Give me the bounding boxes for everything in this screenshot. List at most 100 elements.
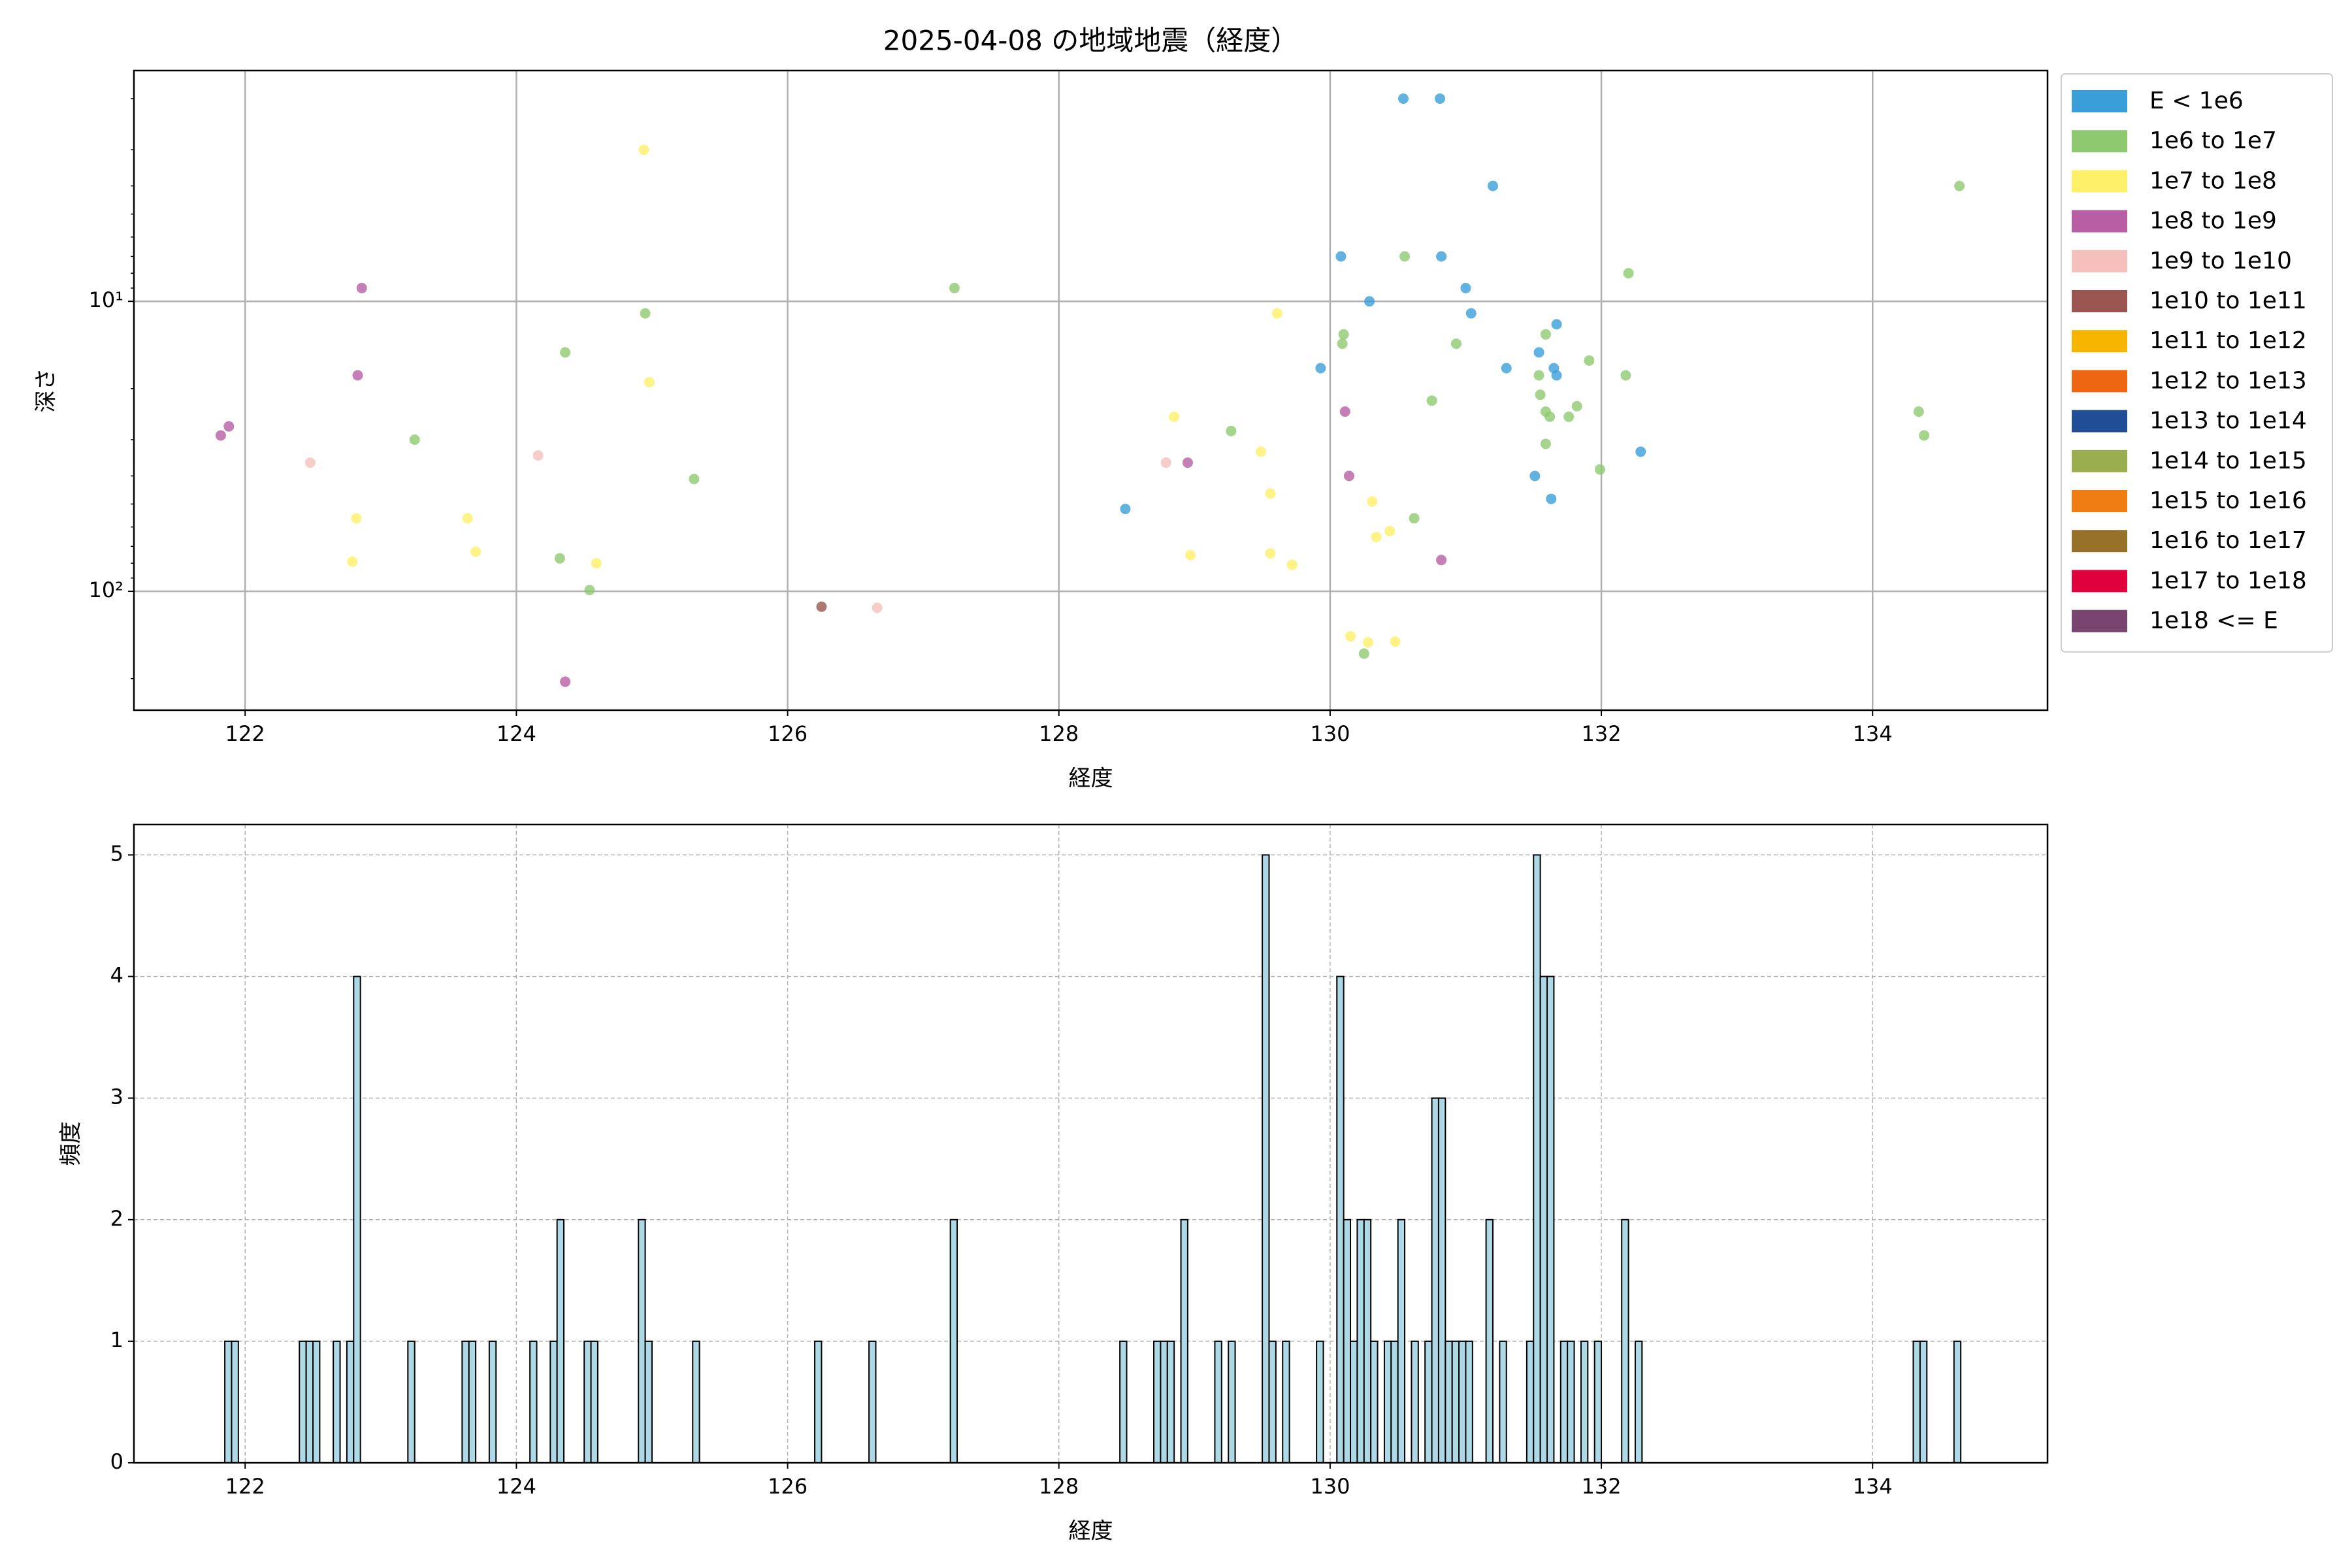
x-tick-label: 134 [1853,1474,1893,1499]
x-tick-label: 124 [497,721,536,746]
legend-swatch [2072,170,2127,193]
histogram-bar [1533,854,1541,1463]
histogram-bar [644,1340,653,1464]
histogram-bar [488,1340,497,1464]
scatter-point [1384,525,1396,536]
scatter-point [1487,180,1498,191]
histogram-bar [1567,1340,1575,1464]
histogram-bar [949,1218,958,1464]
legend-label: 1e7 to 1e8 [2149,167,2277,194]
legend-swatch [2072,290,2127,312]
scatter-point [1620,370,1631,381]
y-tick-label: 10¹ [88,287,123,312]
axes-frame [133,69,2049,711]
histogram-bar [1153,1340,1162,1464]
scatter-point [1345,631,1356,642]
y-tick-label: 4 [110,963,123,988]
histogram-bar [1282,1340,1290,1464]
scatter-point [1226,425,1237,436]
histogram-bar [1621,1218,1629,1464]
scatter-point [462,513,473,524]
scatter-point [1635,446,1646,457]
scatter-point [1367,496,1378,507]
scatter-point [215,430,226,441]
scatter-point [584,585,595,596]
histogram-bar [468,1340,477,1464]
histogram-bar [1458,1340,1467,1464]
x-tick-label: 126 [768,1474,808,1499]
scatter-point [560,676,571,687]
legend-label: 1e11 to 1e12 [2149,327,2307,354]
histogram-bar [1539,975,1548,1463]
histogram-bar [1424,1340,1433,1464]
histogram-bar [1336,975,1345,1463]
scatter-point [1409,513,1420,524]
scatter-point [1339,406,1350,417]
histogram-bar [1634,1340,1643,1464]
x-axis-label: 経度 [1069,1518,1113,1544]
histogram-bar [556,1218,565,1464]
legend-label: 1e14 to 1e15 [2149,448,2307,474]
scatter-point [1335,251,1347,262]
legend-label: 1e8 to 1e9 [2149,208,2277,235]
scatter-point [532,450,544,461]
histogram-bar [1370,1340,1379,1464]
y-axis-label: 深さ [33,368,59,413]
y-tick-label: 1 [110,1328,123,1352]
histogram-bar [814,1340,823,1464]
scatter-point [1450,338,1462,350]
histogram-bar [1411,1340,1419,1464]
legend-swatch [2072,90,2127,112]
histogram-bar [1383,1340,1392,1464]
scatter-point [638,144,649,155]
scatter-point [1540,329,1551,340]
histogram-bar [1268,1340,1277,1464]
histogram-bar [346,1340,355,1464]
histogram-bar [1160,1340,1168,1464]
x-tick-label: 128 [1039,1474,1079,1499]
histogram-bar [231,1340,239,1464]
scatter-point [1563,411,1575,422]
scatter-point [1399,251,1411,262]
histogram-bar [1350,1340,1358,1464]
scatter-point [949,282,960,293]
x-tick-label: 130 [1310,1474,1350,1499]
histogram-bar [1228,1340,1236,1464]
x-tick-label: 124 [497,1474,536,1499]
histogram-bar [1445,1340,1453,1464]
scatter-point [1185,549,1196,561]
histogram-bar [1546,975,1555,1463]
legend-label: 1e10 to 1e11 [2149,287,2307,314]
scatter-point [1286,559,1298,570]
scatter-point [1954,180,1965,191]
scatter-point [352,370,363,381]
histogram-bar [1119,1340,1128,1464]
histogram-bar [1919,1340,1928,1464]
scatter-point [1535,389,1546,400]
legend-swatch [2072,130,2127,153]
legend-swatch [2072,210,2127,233]
axes-frame [133,823,2049,1464]
scatter-point [689,474,700,485]
legend-label: 1e13 to 1e14 [2149,408,2307,434]
legend-swatch [2072,370,2127,393]
histogram-bar [353,975,361,1463]
histogram-bar [1166,1340,1175,1464]
scatter-point [1120,504,1131,515]
scatter-point [1913,406,1924,417]
y-tick-label: 10² [88,578,123,602]
scatter-point [644,376,655,387]
scatter-point [470,546,482,557]
y-tick-label: 5 [110,841,123,866]
histogram-bar [224,1340,233,1464]
scatter-point [1501,363,1512,374]
histogram-bar [1397,1218,1406,1464]
histogram-bar [1593,1340,1603,1464]
legend-swatch [2072,610,2127,632]
scatter-point [304,457,316,468]
histogram-bar [1580,1340,1589,1464]
histogram-bar [305,1340,314,1464]
histogram-bar [333,1340,341,1464]
legend-box [2061,73,2333,653]
scatter-point [1338,329,1349,340]
